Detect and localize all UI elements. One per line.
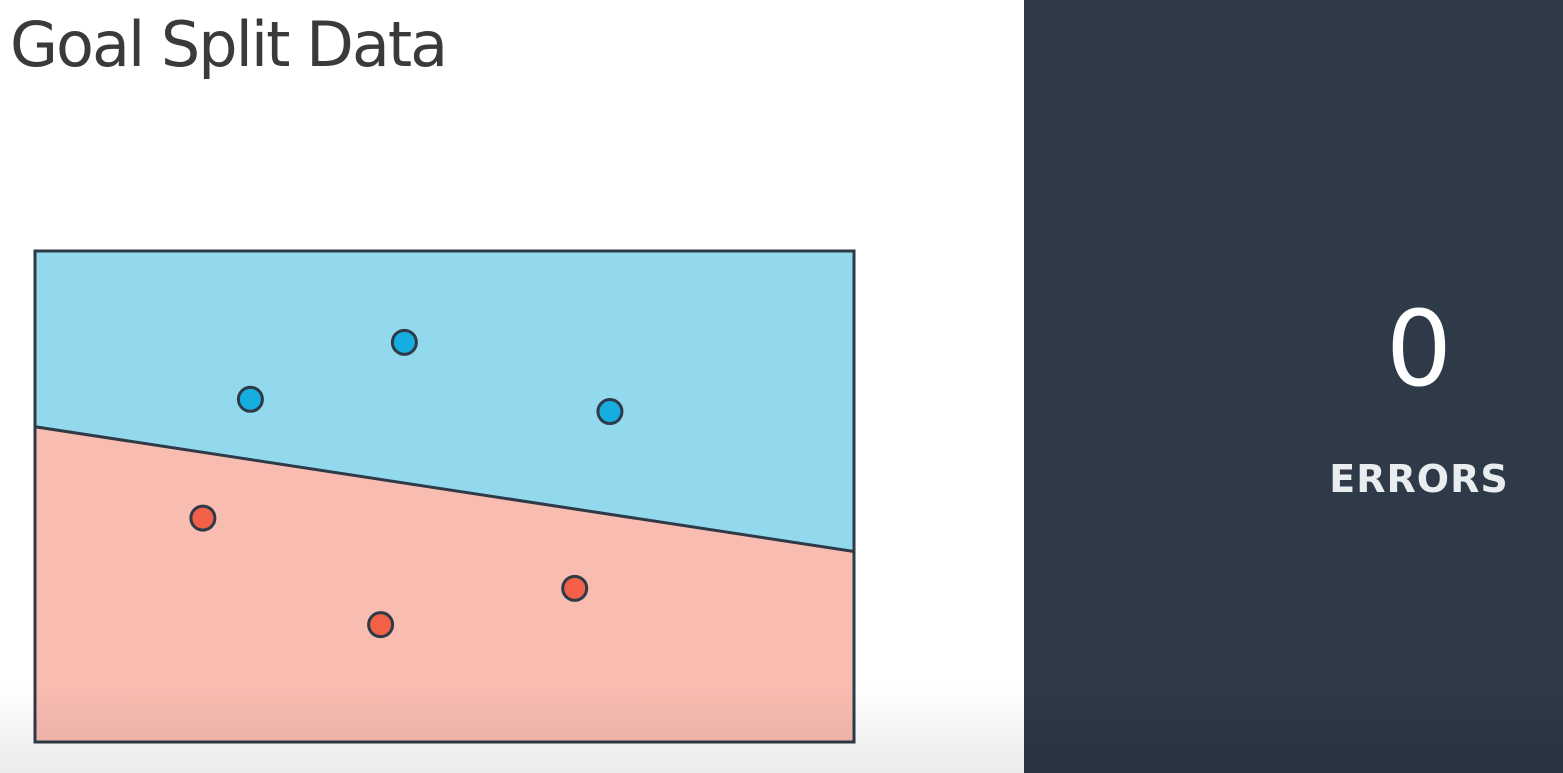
error-count: 0 <box>1385 288 1453 410</box>
plot-frame <box>33 249 856 744</box>
blue-point-2 <box>390 328 418 356</box>
blue-point-1 <box>236 385 264 413</box>
red-region <box>35 426 854 742</box>
error-label: ERRORS <box>1329 457 1509 501</box>
decision-boundary-line <box>34 425 855 553</box>
red-point-3 <box>367 611 395 639</box>
split-diagram <box>33 249 856 744</box>
red-point-1 <box>189 504 217 532</box>
blue-region <box>35 251 854 552</box>
bottom-shadow-right <box>1024 685 1563 773</box>
red-point-2 <box>561 574 589 602</box>
blue-point-3 <box>596 398 624 426</box>
page-title: Goal Split Data <box>10 8 448 81</box>
data-points <box>189 328 624 639</box>
errors-panel: 0 ERRORS <box>1024 0 1563 773</box>
content-panel: Goal Split Data <box>0 8 1024 773</box>
